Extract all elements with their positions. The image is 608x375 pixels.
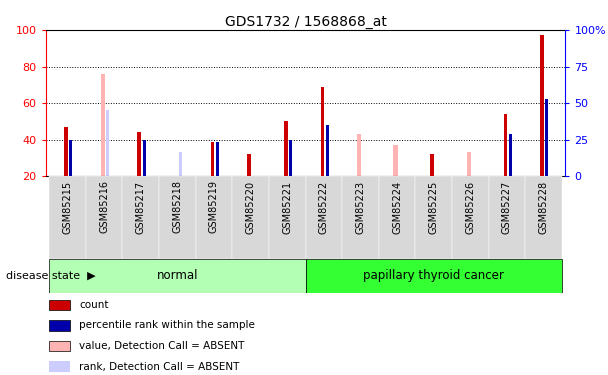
Bar [64,127,68,176]
Bar [159,176,196,259]
Bar [100,74,105,176]
Bar [430,154,434,176]
Bar [466,153,471,176]
Bar [525,176,562,259]
Bar [137,132,141,176]
Bar [49,259,306,292]
Text: GSM85215: GSM85215 [63,180,72,234]
Text: GSM85226: GSM85226 [465,180,475,234]
Bar [49,176,86,259]
Bar [211,141,215,176]
Bar [379,176,415,259]
Text: GSM85222: GSM85222 [319,180,329,234]
Bar [143,140,145,176]
Text: GSM85225: GSM85225 [429,180,438,234]
Bar [49,362,70,372]
Bar [69,140,72,176]
Text: disease state  ▶: disease state ▶ [6,271,95,280]
Bar [247,154,251,176]
Text: value, Detection Call = ABSENT: value, Detection Call = ABSENT [79,341,244,351]
Bar [179,153,182,176]
Bar [393,145,398,176]
Bar [284,122,288,176]
Bar [49,341,70,351]
Text: percentile rank within the sample: percentile rank within the sample [79,321,255,330]
Bar [122,176,159,259]
Bar [357,134,361,176]
Text: count: count [79,300,109,310]
Bar [106,110,109,176]
Bar [86,176,122,259]
Text: GSM85224: GSM85224 [392,180,402,234]
Bar [545,99,548,176]
Bar [196,176,232,259]
Text: GSM85220: GSM85220 [246,180,255,234]
Text: GSM85216: GSM85216 [99,180,109,233]
Bar [489,176,525,259]
Bar [49,300,70,310]
Bar [320,87,324,176]
Text: GSM85221: GSM85221 [282,180,292,234]
Text: GSM85217: GSM85217 [136,180,146,234]
Bar [342,176,379,259]
Bar [269,176,305,259]
Bar [503,114,507,176]
Text: normal: normal [157,269,198,282]
Text: GSM85218: GSM85218 [173,180,182,233]
Bar [232,176,269,259]
Bar [216,141,219,176]
Text: GSM85228: GSM85228 [539,180,548,234]
Bar [509,134,511,176]
Title: GDS1732 / 1568868_at: GDS1732 / 1568868_at [224,15,387,29]
Text: papillary thyroid cancer: papillary thyroid cancer [363,269,504,282]
Text: GSM85219: GSM85219 [209,180,219,233]
Bar [289,140,292,176]
Text: GSM85227: GSM85227 [502,180,512,234]
Text: GSM85223: GSM85223 [356,180,365,234]
Bar [415,176,452,259]
Bar [326,125,328,176]
Bar [49,320,70,331]
Bar [306,176,342,259]
Text: rank, Detection Call = ABSENT: rank, Detection Call = ABSENT [79,362,240,372]
Bar [306,259,562,292]
Bar [540,36,544,176]
Bar [452,176,489,259]
